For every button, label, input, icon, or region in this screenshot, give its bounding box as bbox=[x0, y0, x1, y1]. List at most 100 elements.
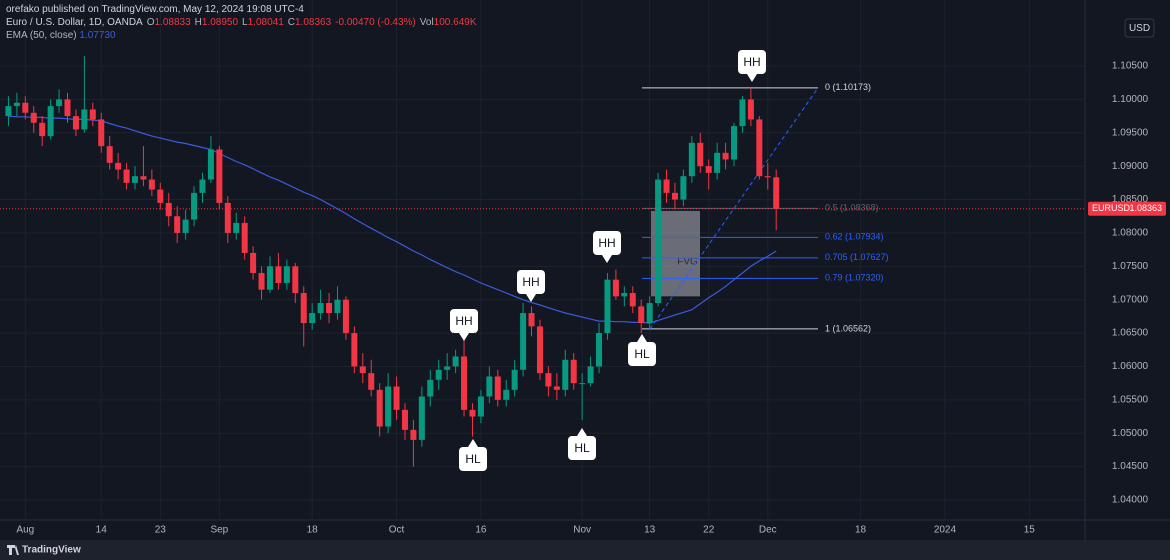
candle-body bbox=[292, 266, 299, 294]
candle-body bbox=[705, 166, 712, 173]
candle-body bbox=[300, 293, 307, 324]
candle-body bbox=[56, 99, 63, 107]
candle-body bbox=[739, 99, 746, 127]
candle-body bbox=[241, 222, 248, 253]
candle-body bbox=[562, 359, 569, 390]
candle-body bbox=[385, 386, 392, 427]
fvg-label: FVG bbox=[677, 256, 698, 267]
candle-body bbox=[30, 112, 37, 123]
y-tick-label: 1.04500 bbox=[1112, 461, 1149, 472]
candle-body bbox=[182, 219, 189, 233]
candle-body bbox=[756, 119, 763, 177]
ohlc-item: O1.08833 bbox=[147, 17, 191, 28]
annotation-label: HL bbox=[634, 347, 650, 361]
ohlc-value: 1.08950 bbox=[201, 17, 239, 28]
candle-body bbox=[714, 152, 721, 173]
candle-body bbox=[165, 202, 172, 217]
currency-box[interactable] bbox=[1124, 18, 1155, 38]
price-tag bbox=[1088, 201, 1166, 216]
candle-body bbox=[486, 376, 493, 397]
candle-body bbox=[401, 409, 408, 430]
candle-body bbox=[629, 293, 636, 307]
annotation-pointer bbox=[468, 439, 478, 447]
ohlc-item: Vol100.649K bbox=[420, 17, 477, 28]
y-tick-label: 1.06000 bbox=[1112, 361, 1149, 372]
candle-body bbox=[731, 126, 738, 160]
y-tick-label: 1.09000 bbox=[1112, 161, 1149, 172]
candle-body bbox=[427, 379, 434, 397]
ohlc-value: -0.00470 (-0.43%) bbox=[335, 17, 416, 28]
annotation-pointer bbox=[526, 294, 536, 302]
candle-body bbox=[266, 266, 273, 290]
x-tick-label: 18 bbox=[307, 525, 319, 536]
annotation-label: HH bbox=[598, 236, 615, 250]
candle-body bbox=[22, 102, 29, 113]
candle-body bbox=[309, 313, 316, 324]
candle-body bbox=[587, 366, 594, 384]
annotation-label: HL bbox=[465, 452, 481, 466]
candle-body bbox=[47, 106, 54, 137]
y-tick-label: 1.07000 bbox=[1112, 294, 1149, 305]
annotation-box bbox=[517, 270, 545, 294]
ema-name: EMA (50, close) bbox=[6, 30, 77, 41]
ohlc-value: 100.649K bbox=[433, 17, 477, 28]
candle-body bbox=[342, 299, 349, 334]
y-tick-label: 1.06500 bbox=[1112, 328, 1149, 339]
annotation: HH bbox=[517, 270, 545, 302]
annotation-box bbox=[593, 231, 621, 255]
candle-body bbox=[368, 373, 375, 390]
annotation-label: HH bbox=[522, 275, 539, 289]
candle-body bbox=[764, 176, 771, 178]
x-tick-label: 2024 bbox=[934, 525, 957, 536]
candle-body bbox=[106, 146, 113, 163]
ohlc-item: L1.08041 bbox=[242, 17, 284, 28]
x-tick-label: Sep bbox=[210, 525, 228, 536]
candle-body bbox=[536, 326, 543, 374]
candle-body bbox=[688, 142, 695, 177]
candle-body bbox=[435, 369, 442, 380]
ohlc-key: L bbox=[242, 17, 248, 28]
brand: TradingView bbox=[22, 545, 81, 556]
candle-body bbox=[39, 122, 46, 137]
candle-body bbox=[123, 169, 130, 183]
candle-body bbox=[773, 177, 780, 209]
candle-body bbox=[747, 99, 754, 120]
ohlc-key: C bbox=[287, 17, 295, 28]
price-tag-value: 1.08363 bbox=[1129, 203, 1162, 213]
candle-body bbox=[199, 179, 206, 193]
candle-body bbox=[376, 389, 383, 427]
ohlc-value: 1.08833 bbox=[154, 17, 191, 28]
fib-label: 0.79 (1.07320) bbox=[825, 273, 884, 283]
fib-label: 0.62 (1.07934) bbox=[825, 232, 884, 242]
candle-body bbox=[98, 119, 105, 147]
candle-body bbox=[283, 266, 290, 284]
candle-body bbox=[528, 313, 535, 327]
x-tick-label: 18 bbox=[855, 525, 867, 536]
candle-body bbox=[393, 386, 400, 410]
ohlc-item: -0.00470 (-0.43%) bbox=[335, 17, 416, 28]
annotation-label: HH bbox=[743, 55, 760, 69]
candle-body bbox=[655, 179, 662, 304]
annotation: HH bbox=[738, 50, 766, 82]
annotation-pointer bbox=[602, 255, 612, 263]
annotation: HH bbox=[450, 309, 478, 341]
candle-body bbox=[444, 366, 451, 370]
fib-label: 0 (1.10173) bbox=[825, 82, 871, 92]
x-tick-label: Nov bbox=[573, 525, 591, 536]
candle-body bbox=[250, 252, 257, 273]
y-tick-label: 1.04000 bbox=[1112, 495, 1149, 506]
candle-body bbox=[511, 369, 518, 390]
candle-body bbox=[5, 106, 12, 117]
candle-body bbox=[351, 333, 358, 367]
candle-body bbox=[461, 356, 468, 410]
candle-body bbox=[191, 192, 198, 220]
x-tick-label: Dec bbox=[759, 525, 777, 536]
y-tick-label: 1.05000 bbox=[1112, 428, 1149, 439]
candle-body bbox=[604, 279, 611, 334]
ohlc-item: C1.08363 bbox=[288, 17, 331, 28]
annotation: HL bbox=[568, 428, 596, 460]
candle-body bbox=[275, 266, 282, 284]
annotation-pointer bbox=[637, 334, 647, 342]
annotation-box bbox=[459, 447, 487, 471]
